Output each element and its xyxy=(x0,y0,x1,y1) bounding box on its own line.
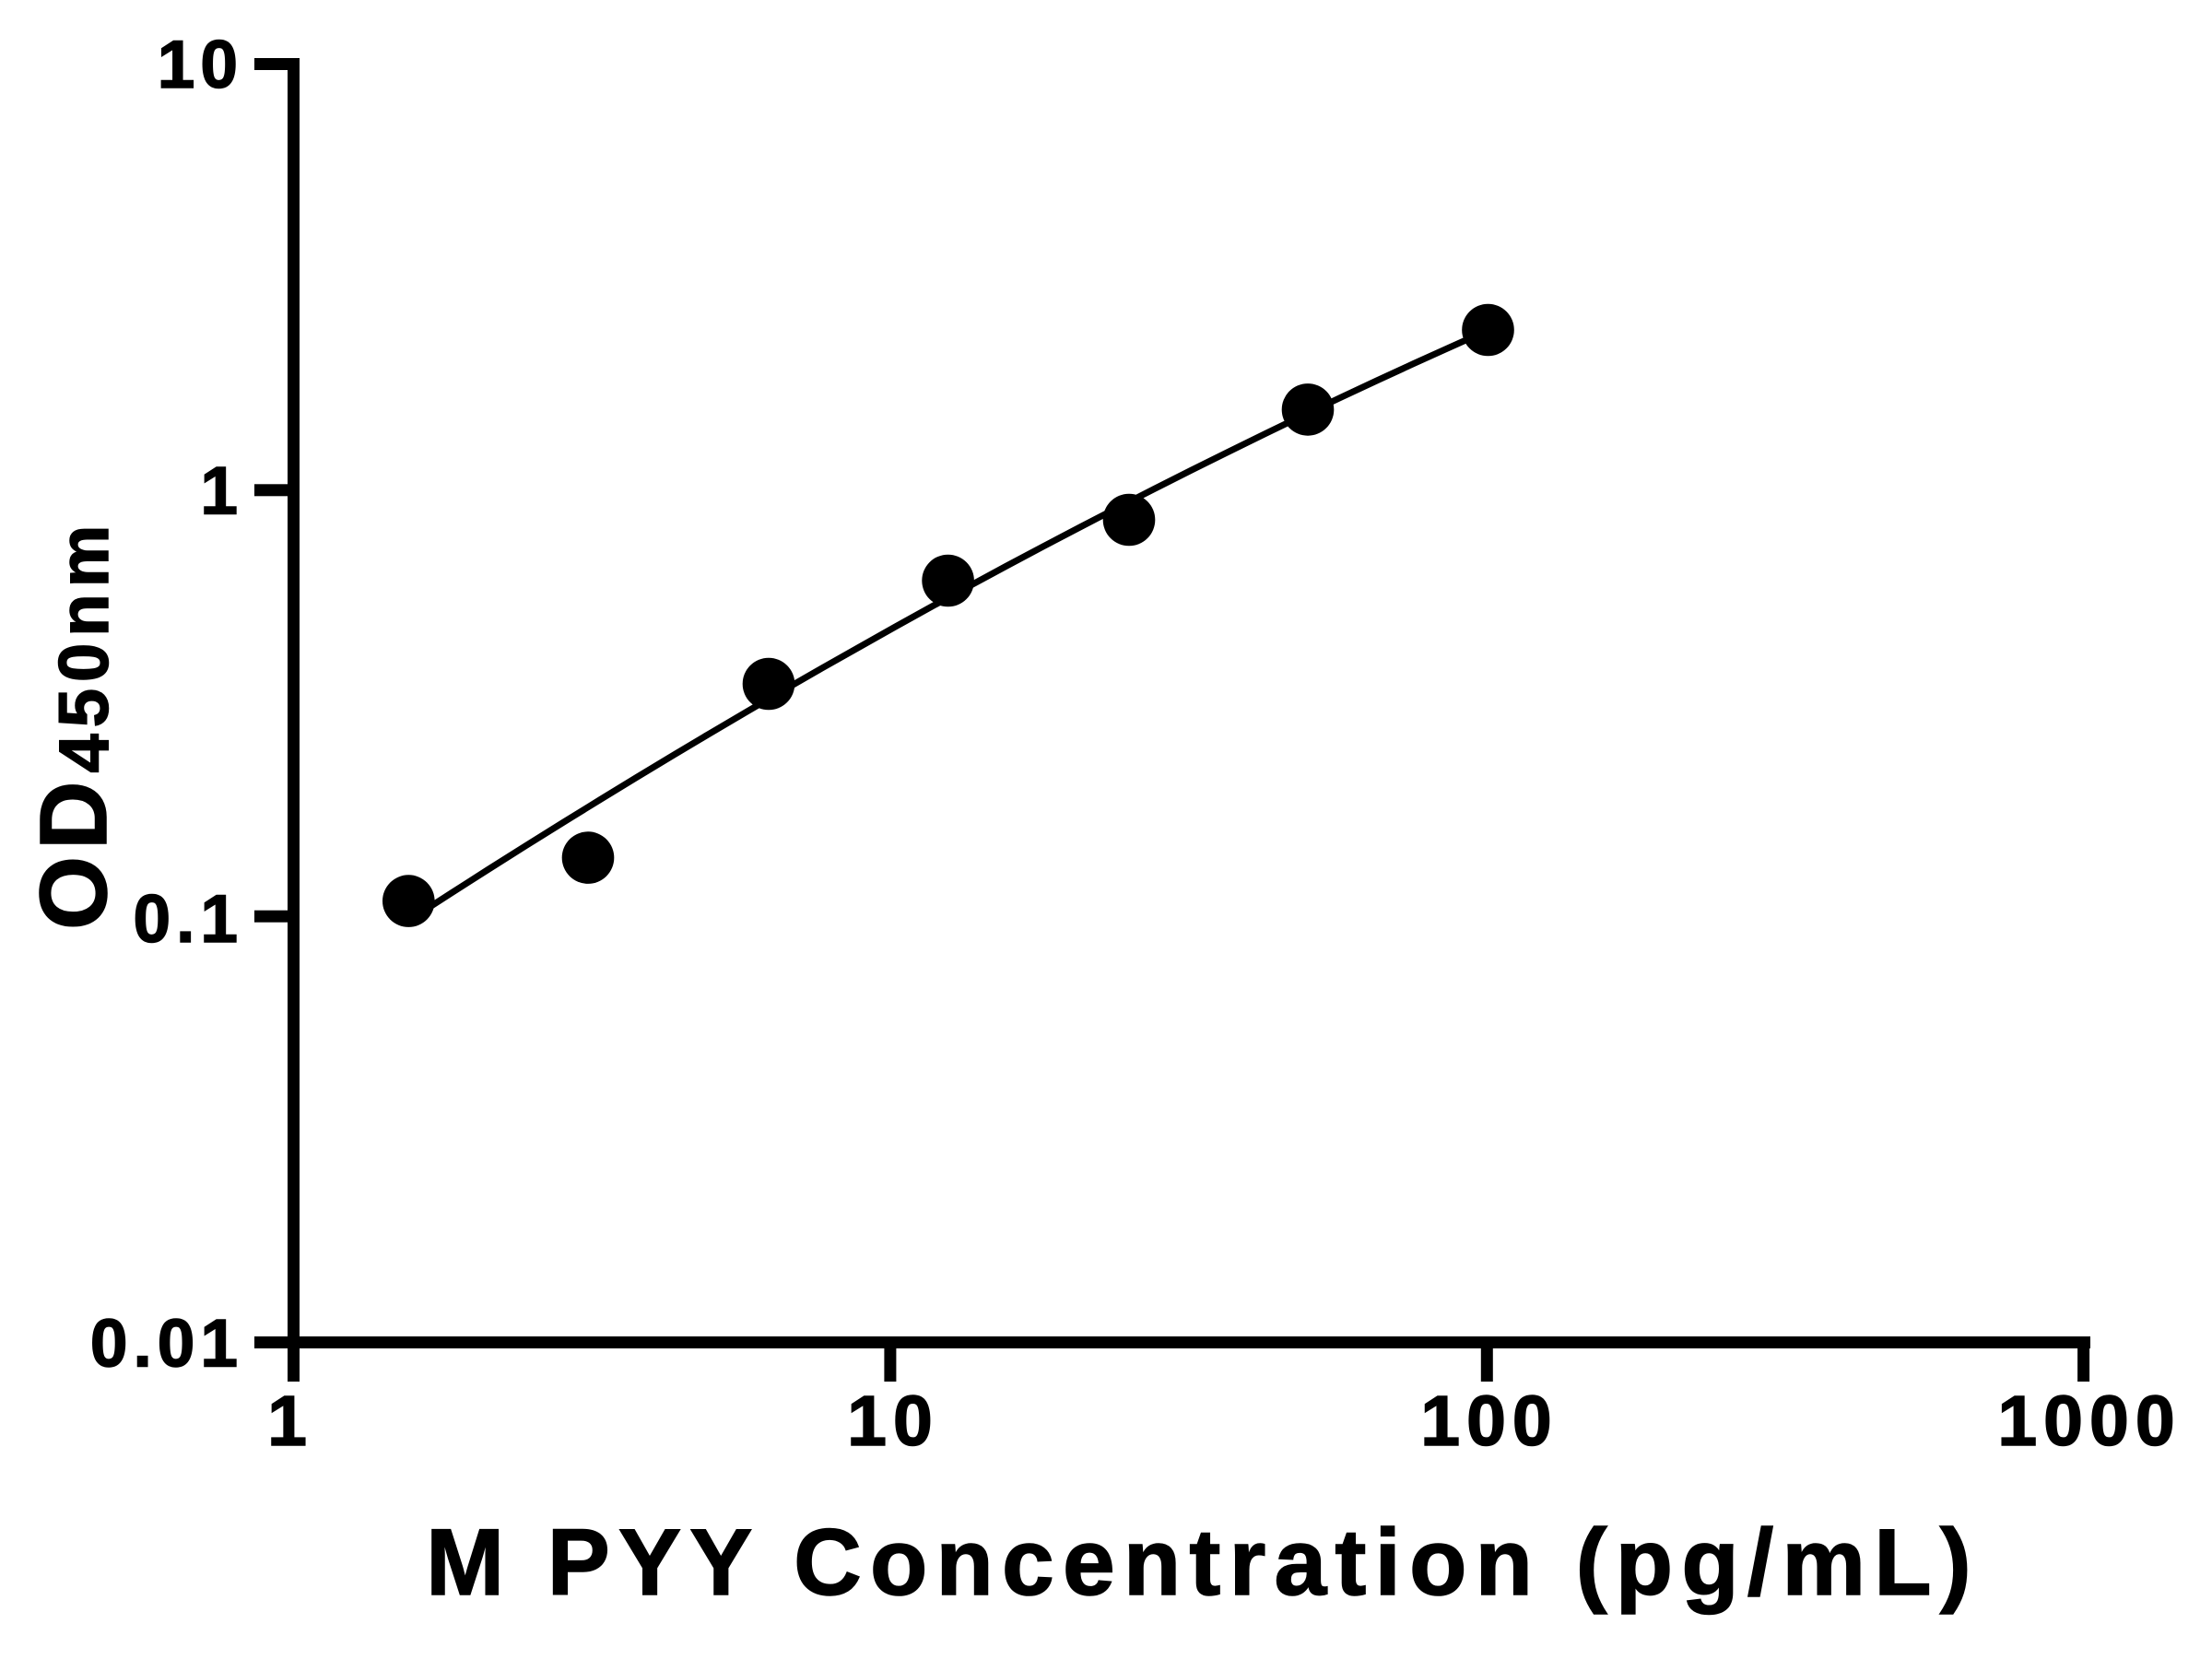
svg-text:100: 100 xyxy=(1420,1382,1558,1461)
svg-text:10: 10 xyxy=(847,1382,939,1461)
svg-text:1: 1 xyxy=(267,1382,313,1461)
svg-text:M PYY Concentration (pg/mL): M PYY Concentration (pg/mL) xyxy=(426,1510,1980,1615)
svg-text:1000: 1000 xyxy=(1997,1382,2181,1461)
svg-text:0.1: 0.1 xyxy=(134,882,243,957)
svg-text:OD450nm: OD450nm xyxy=(20,519,126,930)
svg-text:1: 1 xyxy=(200,454,243,529)
svg-text:10: 10 xyxy=(158,28,243,102)
svg-text:0.01: 0.01 xyxy=(90,1307,243,1382)
